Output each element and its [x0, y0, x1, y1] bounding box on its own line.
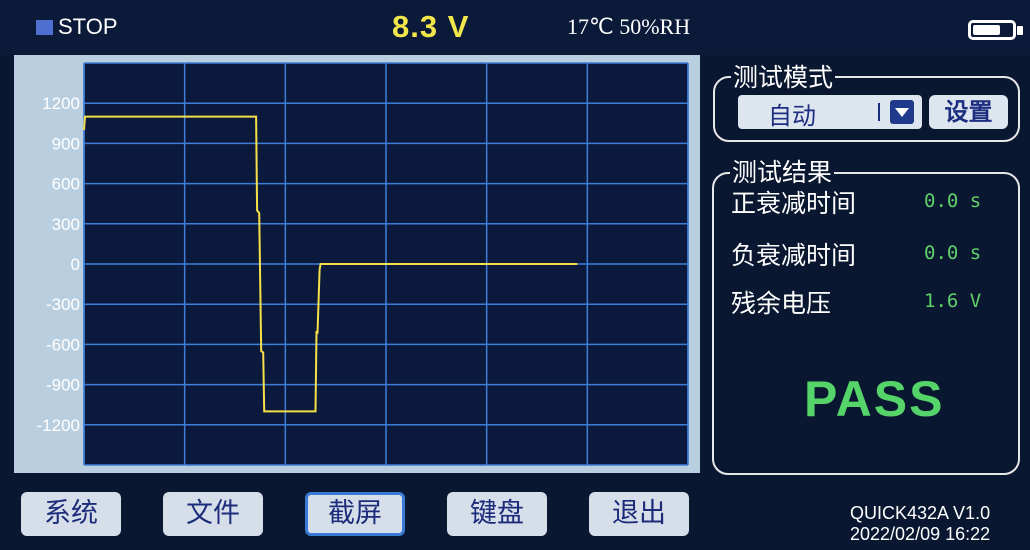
verdict-label: PASS	[804, 371, 945, 427]
residual-voltage-label: 残余电压	[731, 289, 832, 318]
device-info: QUICK432A V1.0 2022/02/09 16:22	[850, 503, 990, 545]
y-tick-label: -600	[46, 335, 80, 354]
y-tick-label: -900	[46, 376, 80, 395]
negative-decay-time-value: 0.0 s	[924, 242, 982, 264]
mode-dropdown[interactable]: 自动	[738, 95, 922, 130]
battery-level-fill	[973, 25, 1001, 35]
test-result-group	[712, 172, 1020, 475]
status-bar: STOP 8.3 V 17℃ 50%RH	[0, 0, 1030, 55]
residual-voltage-value: 1.6 V	[924, 290, 982, 312]
exit-button[interactable]: 退出	[589, 492, 689, 536]
y-tick-label: 900	[52, 134, 80, 153]
mode-selected-value: 自动	[768, 102, 816, 130]
y-tick-label: 0	[71, 255, 80, 274]
file-button[interactable]: 文件	[163, 492, 263, 536]
chevron-down-icon[interactable]	[890, 100, 914, 124]
device-model: QUICK432A V1.0	[850, 503, 991, 523]
battery-icon	[968, 20, 1016, 40]
screenshot-button[interactable]: 截屏	[305, 492, 405, 536]
environment-readout: 17℃ 50%RH	[567, 14, 691, 39]
test-mode-title: 测试模式	[731, 58, 836, 94]
waveform-trace	[83, 115, 578, 413]
test-result-title: 测试结果	[730, 153, 835, 189]
y-tick-label: 600	[52, 175, 80, 194]
test-mode-group	[713, 76, 1020, 142]
positive-decay-time-value: 0.0 s	[924, 190, 982, 212]
settings-button[interactable]: 设置	[929, 95, 1008, 129]
positive-decay-time-label: 正衰减时间	[731, 189, 857, 218]
run-state-label: STOP	[58, 14, 118, 39]
grid	[83, 62, 689, 466]
stop-indicator-icon	[36, 20, 53, 35]
y-tick-label: -300	[46, 295, 80, 314]
y-tick-label: -1200	[37, 416, 80, 435]
keyboard-button[interactable]: 键盘	[447, 492, 547, 536]
voltage-readout: 8.3 V	[392, 9, 470, 44]
system-button[interactable]: 系统	[21, 492, 121, 536]
y-tick-label: 1200	[42, 94, 80, 113]
waveform-chart: 1200 900 600 300 0 -300 -600 -900 -1200	[14, 55, 700, 473]
device-datetime: 2022/02/09 16:22	[850, 524, 991, 544]
y-tick-label: 300	[52, 215, 80, 234]
y-axis-labels: 1200 900 600 300 0 -300 -600 -900 -1200	[37, 94, 80, 435]
battery-tip-icon	[1017, 26, 1023, 35]
dropdown-separator	[878, 103, 880, 121]
negative-decay-time-label: 负衰减时间	[731, 241, 857, 270]
waveform-svg: 1200 900 600 300 0 -300 -600 -900 -1200	[37, 62, 689, 466]
